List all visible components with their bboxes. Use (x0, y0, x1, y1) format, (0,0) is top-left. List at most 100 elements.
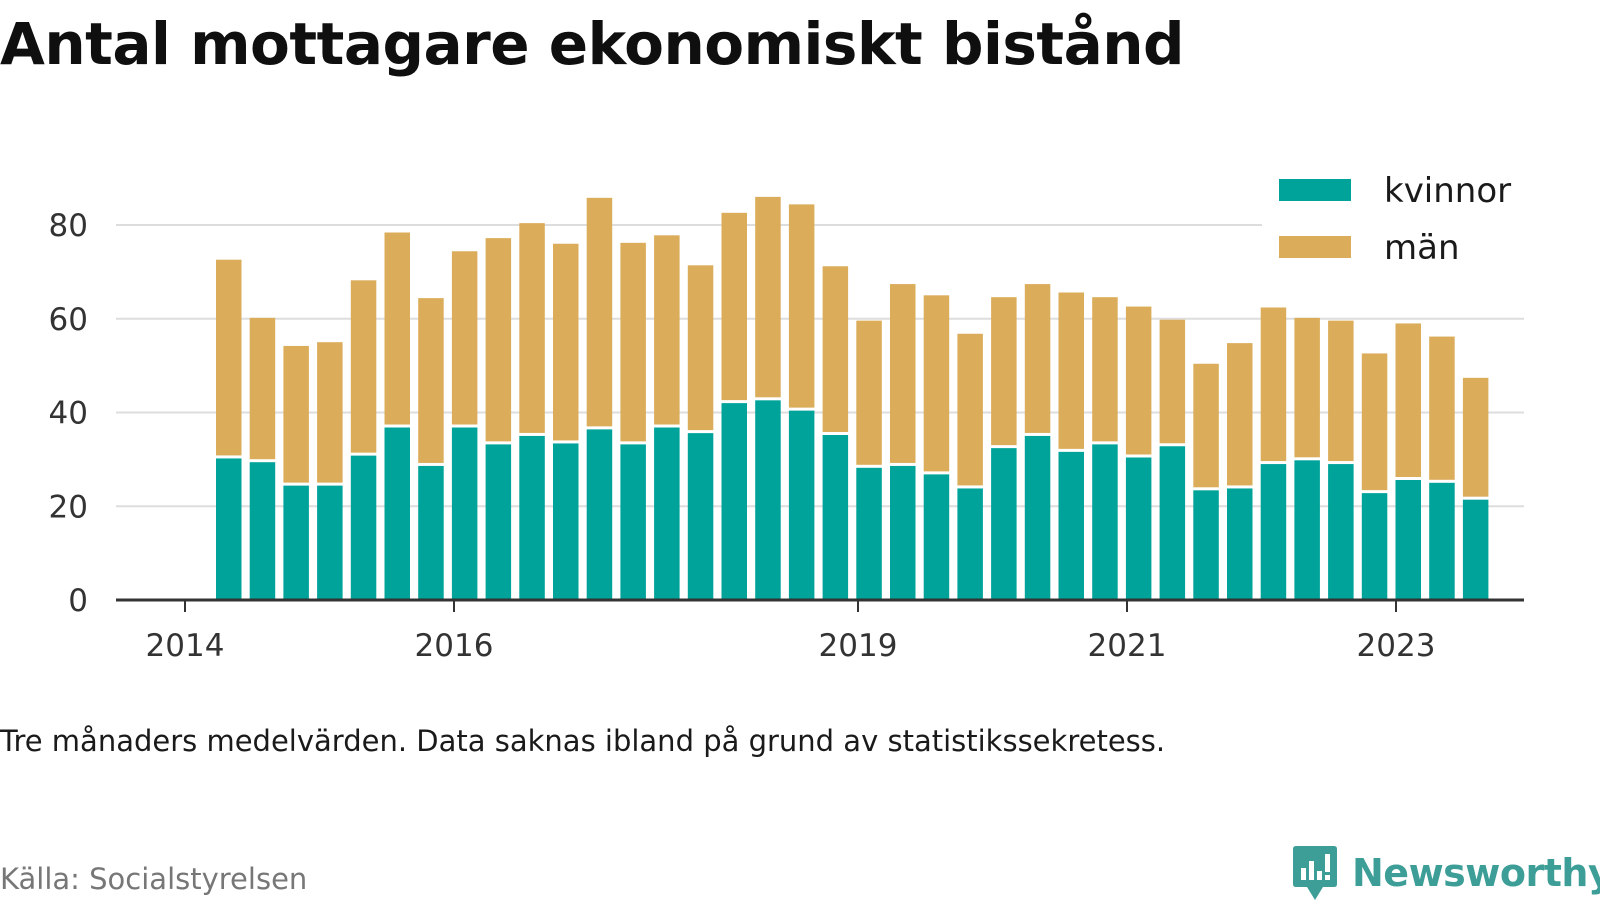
bar-kvinnor (553, 443, 579, 600)
bar-man (687, 265, 714, 431)
bar-man (1429, 336, 1455, 480)
bar-kvinnor (1227, 488, 1253, 600)
bar-man (856, 320, 882, 465)
bar-man (519, 223, 545, 433)
bar-kvinnor (586, 429, 613, 600)
x-tick-label: 2014 (146, 628, 225, 664)
x-tick-label: 2021 (1088, 628, 1167, 664)
bar-kvinnor (1429, 482, 1455, 600)
bar-kvinnor (317, 485, 343, 600)
newsworthy-logo-icon (1293, 846, 1337, 900)
legend-swatch (1279, 179, 1351, 201)
x-tick-label: 2019 (819, 628, 898, 664)
source-credit: Källa: Socialstyrelsen (0, 862, 308, 896)
legend-swatch (1279, 236, 1351, 258)
bar-man (317, 342, 343, 483)
bar-kvinnor (856, 467, 882, 600)
bar-kvinnor (1024, 435, 1051, 600)
bar-kvinnor (350, 455, 377, 600)
bar-kvinnor (1462, 499, 1489, 600)
bar-kvinnor (721, 403, 747, 600)
bar-kvinnor (620, 444, 646, 600)
bar-man (1294, 317, 1320, 458)
y-tick-label: 80 (49, 208, 88, 244)
bar-man (283, 345, 309, 483)
bar-kvinnor (1395, 480, 1421, 600)
bar-man (822, 266, 849, 432)
brand-name: Newsworthy (1352, 851, 1600, 895)
bar-man (620, 242, 646, 442)
bar-kvinnor (1159, 446, 1186, 600)
bar-man (418, 298, 444, 463)
bar-man (1024, 284, 1051, 433)
x-tick-label: 2016 (415, 628, 494, 664)
legend-label: män (1384, 228, 1460, 268)
bar-man (890, 284, 916, 463)
bar-kvinnor (1125, 457, 1152, 600)
bar-kvinnor (788, 410, 815, 600)
bar-man (216, 259, 242, 456)
brand-logo: Newsworthy (1292, 842, 1600, 904)
bar-man (1159, 319, 1186, 444)
bar-kvinnor (485, 444, 512, 600)
bar-kvinnor (418, 465, 444, 600)
bar-man (1227, 343, 1253, 486)
legend-label: kvinnor (1384, 171, 1511, 211)
bar-man (451, 251, 478, 425)
bars (216, 196, 1489, 600)
legend: kvinnor män (1262, 171, 1552, 296)
bar-man (1193, 363, 1219, 488)
y-tick-label: 60 (49, 302, 88, 338)
y-tick-label: 0 (68, 583, 88, 619)
bar-man (1092, 297, 1118, 442)
bar-kvinnor (687, 433, 714, 600)
bar-man (1260, 307, 1287, 462)
bar-man (1328, 320, 1354, 462)
bar-man (788, 204, 815, 408)
bar-man (1125, 306, 1152, 455)
bar-kvinnor (755, 400, 781, 600)
axes: 0 20 40 60 80 2014 2016 2019 2021 2023 (49, 208, 1524, 664)
bar-kvinnor (283, 485, 309, 600)
bar-kvinnor (1328, 464, 1354, 600)
bar-man (755, 196, 781, 398)
bar-man (1395, 323, 1421, 477)
bar-kvinnor (1361, 493, 1388, 600)
bar-man (350, 280, 377, 453)
bar-man (586, 197, 613, 427)
y-tick-label: 40 (49, 396, 88, 432)
bar-man (654, 235, 680, 425)
bar-kvinnor (1294, 460, 1320, 600)
bar-man (721, 212, 747, 401)
bar-man (923, 295, 950, 472)
x-tick-label: 2023 (1357, 628, 1436, 664)
bar-kvinnor (1092, 444, 1118, 600)
bar-man (991, 297, 1017, 446)
bar-kvinnor (249, 462, 276, 600)
bar-man (249, 317, 276, 460)
bar-man (553, 243, 579, 441)
bar-kvinnor (957, 488, 983, 600)
bar-man (1058, 292, 1084, 449)
y-tick-label: 20 (49, 489, 88, 525)
stacked-bar-chart: 0 20 40 60 80 2014 2016 2019 2021 2023 kvinnor män (48, 171, 1552, 664)
bar-man (384, 232, 410, 425)
bar-man (957, 333, 983, 486)
bar-kvinnor (216, 458, 242, 600)
gridlines (116, 224, 1524, 508)
bar-kvinnor (1193, 490, 1219, 600)
chart-note: Tre månaders medelvärden. Data saknas ib… (0, 724, 1166, 758)
bar-man (1361, 353, 1388, 491)
bar-kvinnor (890, 465, 916, 600)
bar-kvinnor (519, 435, 545, 600)
chart-title: Antal mottagare ekonomiskt bistånd (0, 10, 1185, 78)
bar-kvinnor (923, 474, 950, 600)
bar-kvinnor (1260, 464, 1287, 600)
bar-kvinnor (451, 427, 478, 600)
bar-kvinnor (1058, 451, 1084, 600)
bar-man (1462, 377, 1489, 497)
bar-kvinnor (654, 427, 680, 600)
bar-kvinnor (384, 427, 410, 600)
bar-kvinnor (991, 448, 1017, 600)
bar-man (485, 238, 512, 442)
